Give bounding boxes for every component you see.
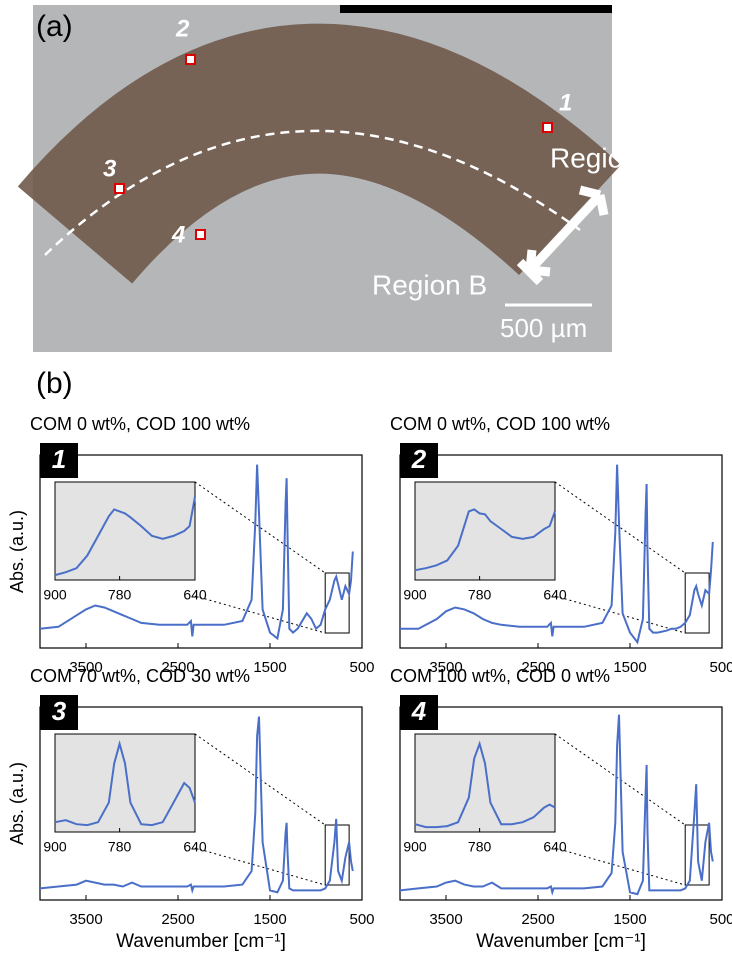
panel-number: 4 <box>411 696 427 726</box>
inset-spectrum <box>54 496 196 577</box>
zoom-connector <box>194 481 326 574</box>
x-tick-label: 1500 <box>613 911 646 928</box>
point-label: 2 <box>175 15 190 42</box>
inset-frame <box>54 733 196 833</box>
x-tick-label: 3500 <box>429 659 462 676</box>
zoom-connector <box>194 733 326 826</box>
inset-frame <box>414 733 556 833</box>
panel-badge <box>40 443 78 478</box>
x-tick-label: 1500 <box>253 659 286 676</box>
x-tick-label: 3500 <box>69 911 102 928</box>
x-tick-label: 1500 <box>253 911 286 928</box>
x-tick-label: 2500 <box>521 911 554 928</box>
inset-spectrum <box>54 740 196 827</box>
panel-badge <box>40 695 78 730</box>
spectrum <box>39 716 354 895</box>
point-label: 3 <box>103 155 117 182</box>
x-tick-label: 1500 <box>613 659 646 676</box>
panel-badge <box>400 443 438 478</box>
panel-label: (b) <box>36 367 73 400</box>
point-marker <box>195 229 206 240</box>
chart-title: COM 0 wt%, COD 100 wt% <box>30 414 250 434</box>
inset-x-tick-label: 900 <box>43 839 67 855</box>
inset-x-tick-label: 780 <box>468 587 492 603</box>
inset-frame <box>54 481 196 581</box>
inset-spectrum <box>414 740 556 829</box>
x-tick-label: 2500 <box>521 659 554 676</box>
x-axis-label: Wavenumber [cm⁻¹] <box>476 931 646 952</box>
panel-number: 3 <box>52 696 67 726</box>
inset-x-tick-label: 900 <box>403 839 427 855</box>
inset-spectrum <box>414 508 556 572</box>
region-label: Region B <box>372 269 487 300</box>
plot-frame <box>39 706 363 901</box>
panel-label: (a) <box>36 10 73 43</box>
micrograph: (a) 1 2 3 4 Region A Region B 500 µm <box>17 5 664 352</box>
panel-number: 1 <box>52 444 66 474</box>
x-tick-label: 500 <box>349 659 374 676</box>
x-tick-label: 2500 <box>161 659 194 676</box>
chart-title: COM 100 wt%, COD 0 wt% <box>390 666 610 686</box>
scale-bar-label: 500 µm <box>500 313 587 343</box>
point-marker <box>114 183 125 194</box>
y-axis-label: Abs. (a.u.) <box>7 510 27 593</box>
direction-arrow <box>516 185 609 286</box>
plot-frame <box>399 454 723 649</box>
zoom-connector <box>554 847 686 886</box>
inset-x-tick-label: 640 <box>183 587 207 603</box>
y-axis-label: Abs. (a.u.) <box>7 762 27 845</box>
point-marker <box>185 54 196 65</box>
x-tick-label: 500 <box>709 911 732 928</box>
point-label: 4 <box>171 221 185 248</box>
chart-title: COM 70 wt%, COD 30 wt% <box>30 666 250 686</box>
plot-frame <box>399 706 723 901</box>
zoom-connector <box>554 733 686 826</box>
inset-x-tick-label: 780 <box>108 839 132 855</box>
spectrum <box>39 464 354 641</box>
crystal-band <box>17 23 621 285</box>
inset-x-tick-label: 780 <box>468 839 492 855</box>
point-marker <box>542 122 553 133</box>
panel-badge <box>400 695 438 730</box>
x-tick-label: 2500 <box>161 911 194 928</box>
inset-x-tick-label: 640 <box>543 587 567 603</box>
x-tick-label: 3500 <box>69 659 102 676</box>
inset-x-tick-label: 900 <box>43 587 67 603</box>
inset-x-tick-label: 900 <box>403 587 427 603</box>
boundary-line <box>44 129 581 256</box>
inset-x-tick-label: 640 <box>543 839 567 855</box>
spectrum <box>400 464 714 645</box>
zoom-connector <box>194 847 326 886</box>
zoom-box <box>684 572 710 634</box>
point-label: 1 <box>559 89 572 116</box>
inset-x-tick-label: 640 <box>183 839 207 855</box>
x-tick-label: 3500 <box>429 911 462 928</box>
panel-number: 2 <box>411 444 427 474</box>
zoom-box <box>324 572 350 634</box>
x-tick-label: 500 <box>349 911 374 928</box>
region-label: Region A <box>550 142 664 173</box>
black-strip <box>340 5 612 13</box>
x-tick-label: 500 <box>709 659 732 676</box>
inset-x-tick-label: 780 <box>108 587 132 603</box>
spectrum <box>399 714 714 896</box>
chart-title: COM 0 wt%, COD 100 wt% <box>390 414 610 434</box>
zoom-connector <box>554 481 686 574</box>
x-axis-label: Wavenumber [cm⁻¹] <box>116 931 286 952</box>
plot-frame <box>39 454 363 649</box>
